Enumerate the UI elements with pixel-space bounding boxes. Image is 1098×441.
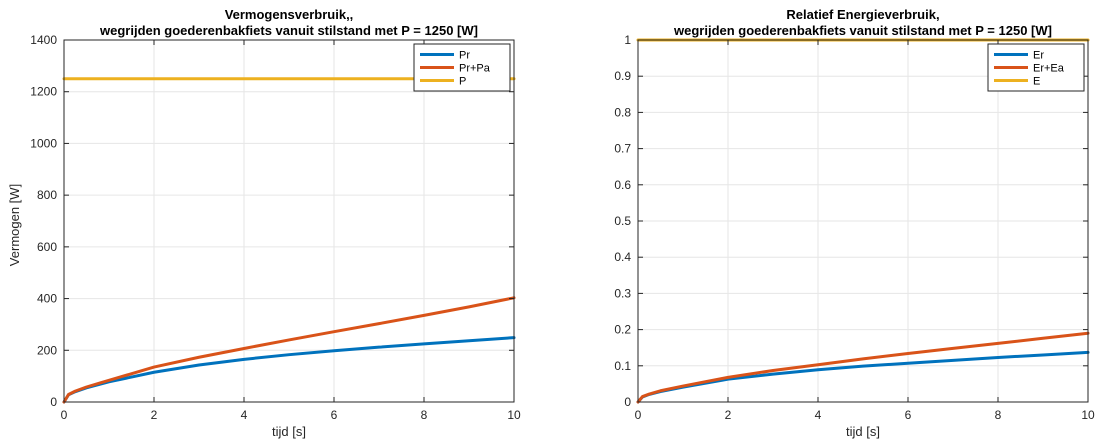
x-tick-label: 2 <box>725 408 732 422</box>
y-tick-label: 800 <box>37 188 57 202</box>
y-tick-label: 1 <box>624 33 631 47</box>
y-tick-label: 400 <box>37 292 57 306</box>
y-tick-label: 0.6 <box>614 178 631 192</box>
x-axis-label: tijd [s] <box>272 424 306 439</box>
x-tick-label: 10 <box>507 408 521 422</box>
axes-box <box>63 39 515 403</box>
y-tick-label: 0.4 <box>614 250 631 264</box>
y-tick-label: 1000 <box>30 136 57 150</box>
x-tick-label: 0 <box>61 408 68 422</box>
y-tick-label: 0.8 <box>614 105 631 119</box>
x-tick-label: 8 <box>995 408 1002 422</box>
plot-background <box>64 40 514 402</box>
y-tick-label: 0.3 <box>614 286 631 300</box>
y-axis-label: Vermogen [W] <box>7 184 22 266</box>
x-tick-label: 4 <box>241 408 248 422</box>
y-tick-label: 0.7 <box>614 142 631 156</box>
y-tick-label: 0.2 <box>614 323 631 337</box>
legend-label: Er <box>1033 50 1044 62</box>
chart-title-line-1: Relatief Energieverbruik, <box>786 7 939 22</box>
x-tick-label: 0 <box>635 408 642 422</box>
x-axis-label: tijd [s] <box>846 424 880 439</box>
legend-label: Er+Ea <box>1033 63 1065 75</box>
chart-title-line-2: wegrijden goederenbakfiets vanuit stilst… <box>673 23 1052 38</box>
chart-title-line-1: Vermogensverbruik,, <box>225 7 354 22</box>
y-tick-label: 0 <box>50 395 57 409</box>
series-line-er-ea <box>636 331 1090 404</box>
plot-area: 0 2 4 6 8 10 0 0.1 0.2 0.3 0.4 0.5 0.6 0.7 0.8 0.9 1 <box>614 33 1095 422</box>
y-tick-label: 0.1 <box>614 359 631 373</box>
y-tick-label: 0.5 <box>614 214 631 228</box>
x-tick-label: 6 <box>905 408 912 422</box>
y-tick-label: 1200 <box>30 85 57 99</box>
legend-label: Pr+Pa <box>459 63 491 75</box>
y-tick-label: 600 <box>37 240 57 254</box>
legend-label: Pr <box>459 50 470 62</box>
chart-power: Vermogensverbruik,, wegrijden goederenba… <box>7 7 521 439</box>
y-tick-label: 1400 <box>30 33 57 47</box>
x-tick-label: 4 <box>815 408 822 422</box>
series-line-pr-pa <box>62 296 516 404</box>
x-tick-label: 10 <box>1081 408 1095 422</box>
chart-energy: Relatief Energieverbruik, wegrijden goed… <box>614 7 1095 439</box>
y-tick-label: 200 <box>37 343 57 357</box>
legend-label: P <box>459 76 466 88</box>
legend-label: E <box>1033 76 1040 88</box>
x-tick-label: 8 <box>421 408 428 422</box>
y-tick-label: 0 <box>624 395 631 409</box>
y-tick-label: 0.9 <box>614 69 631 83</box>
x-tick-label: 6 <box>331 408 338 422</box>
chart-title-line-2: wegrijden goederenbakfiets vanuit stilst… <box>99 23 478 38</box>
x-tick-label: 2 <box>151 408 158 422</box>
